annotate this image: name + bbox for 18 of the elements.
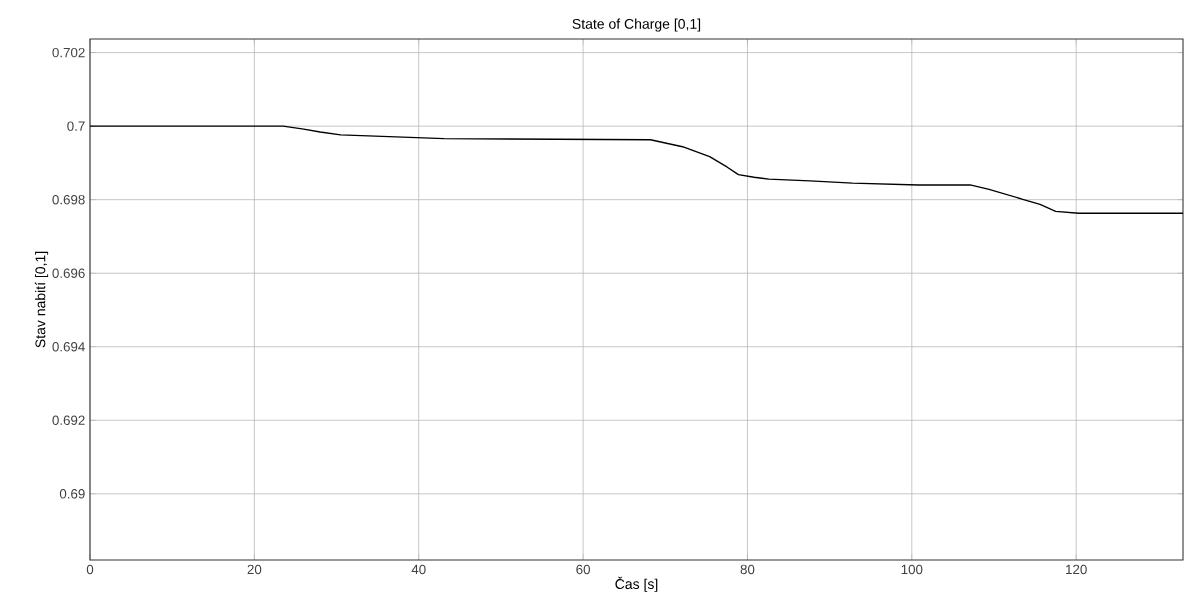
y-axis-title: Stav nabití [0,1]	[34, 251, 49, 348]
x-tick-label: 120	[1066, 564, 1087, 575]
y-tick-label: 0.7	[67, 121, 85, 131]
chart-title: State of Charge [0,1]	[572, 18, 701, 32]
y-tick-label: 0.694	[52, 342, 85, 352]
x-tick-label: 20	[247, 564, 262, 575]
y-tick-label: 0.698	[52, 194, 85, 205]
y-tick-label: 0.69	[59, 489, 85, 499]
x-tick-label: 40	[411, 564, 426, 575]
y-tick-label: 0.692	[52, 415, 85, 425]
x-tick-label: 80	[740, 564, 755, 575]
y-tick-label: 0.702	[52, 47, 85, 58]
line-series	[90, 125, 1184, 214]
x-tick-label: 100	[901, 564, 923, 575]
x-axis-title: Čas [s]	[615, 576, 658, 592]
x-tick-label: 0	[86, 564, 94, 575]
y-tick-label: 0.696	[52, 268, 85, 278]
x-tick-label: 60	[576, 564, 590, 575]
